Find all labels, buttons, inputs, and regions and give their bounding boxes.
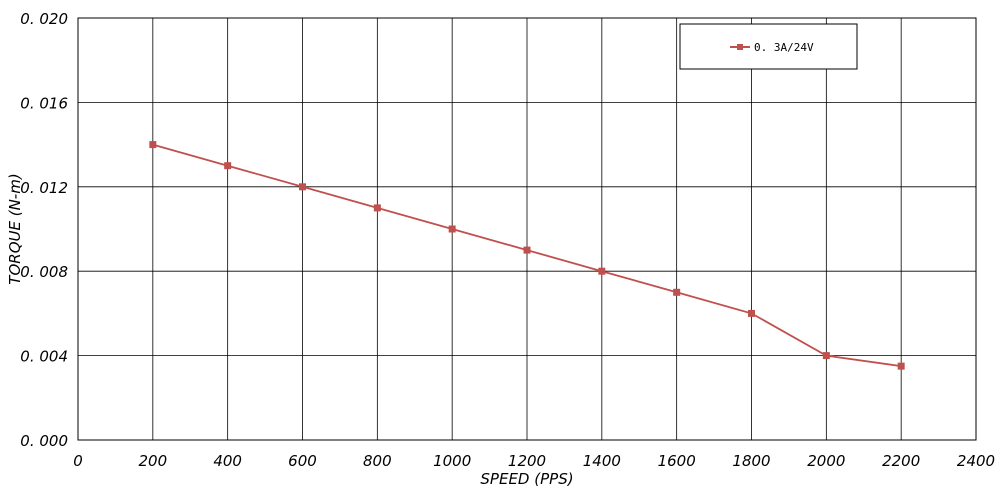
data-point [673, 288, 681, 296]
legend-label: 0. 3A/24V [754, 41, 814, 54]
data-point [748, 309, 755, 317]
y-tick-label: 0. 004 [20, 348, 68, 366]
x-tick-label: 2400 [957, 452, 995, 470]
x-tick-label: 1800 [732, 452, 770, 470]
x-tick-label: 1600 [658, 452, 696, 470]
legend: 0. 3A/24V [679, 23, 858, 70]
x-tick-label: 1200 [508, 452, 546, 470]
x-tick-label: 1000 [433, 452, 471, 470]
x-tick-label: 800 [363, 452, 392, 470]
data-point [149, 141, 157, 149]
x-tick-label: 0 [73, 452, 83, 470]
plot-frame [77, 17, 977, 441]
data-point [299, 183, 306, 191]
x-tick-label: 2000 [807, 452, 845, 470]
data-point [224, 162, 232, 170]
y-tick-label: 0. 000 [20, 432, 68, 450]
data-point [373, 204, 381, 212]
data-point [897, 362, 905, 370]
series [149, 141, 905, 370]
x-tick-label: 1400 [583, 452, 621, 470]
data-point [448, 225, 456, 233]
y-axis-title: TORQUE (N-m) [6, 173, 24, 284]
grid [78, 18, 976, 440]
y-tick-label: 0. 020 [20, 10, 68, 28]
x-tick-label: 200 [139, 452, 168, 470]
y-tick-label: 0. 016 [20, 94, 68, 112]
data-point [822, 352, 830, 360]
y-tick-label: 0. 012 [20, 179, 68, 197]
y-tick-label: 0. 008 [20, 263, 68, 281]
data-point [523, 246, 531, 254]
legend-box [679, 23, 858, 70]
x-tick-label: 2200 [882, 452, 920, 470]
x-tick-label: 400 [213, 452, 242, 470]
x-axis-title: SPEED (PPS) [480, 470, 573, 488]
tick-labels: 0 200 400 600 800 1000 1200 1400 1600 1800 2000 220… [20, 10, 995, 470]
data-point [598, 267, 606, 275]
legend-marker [737, 44, 743, 50]
x-tick-label: 600 [288, 452, 317, 470]
